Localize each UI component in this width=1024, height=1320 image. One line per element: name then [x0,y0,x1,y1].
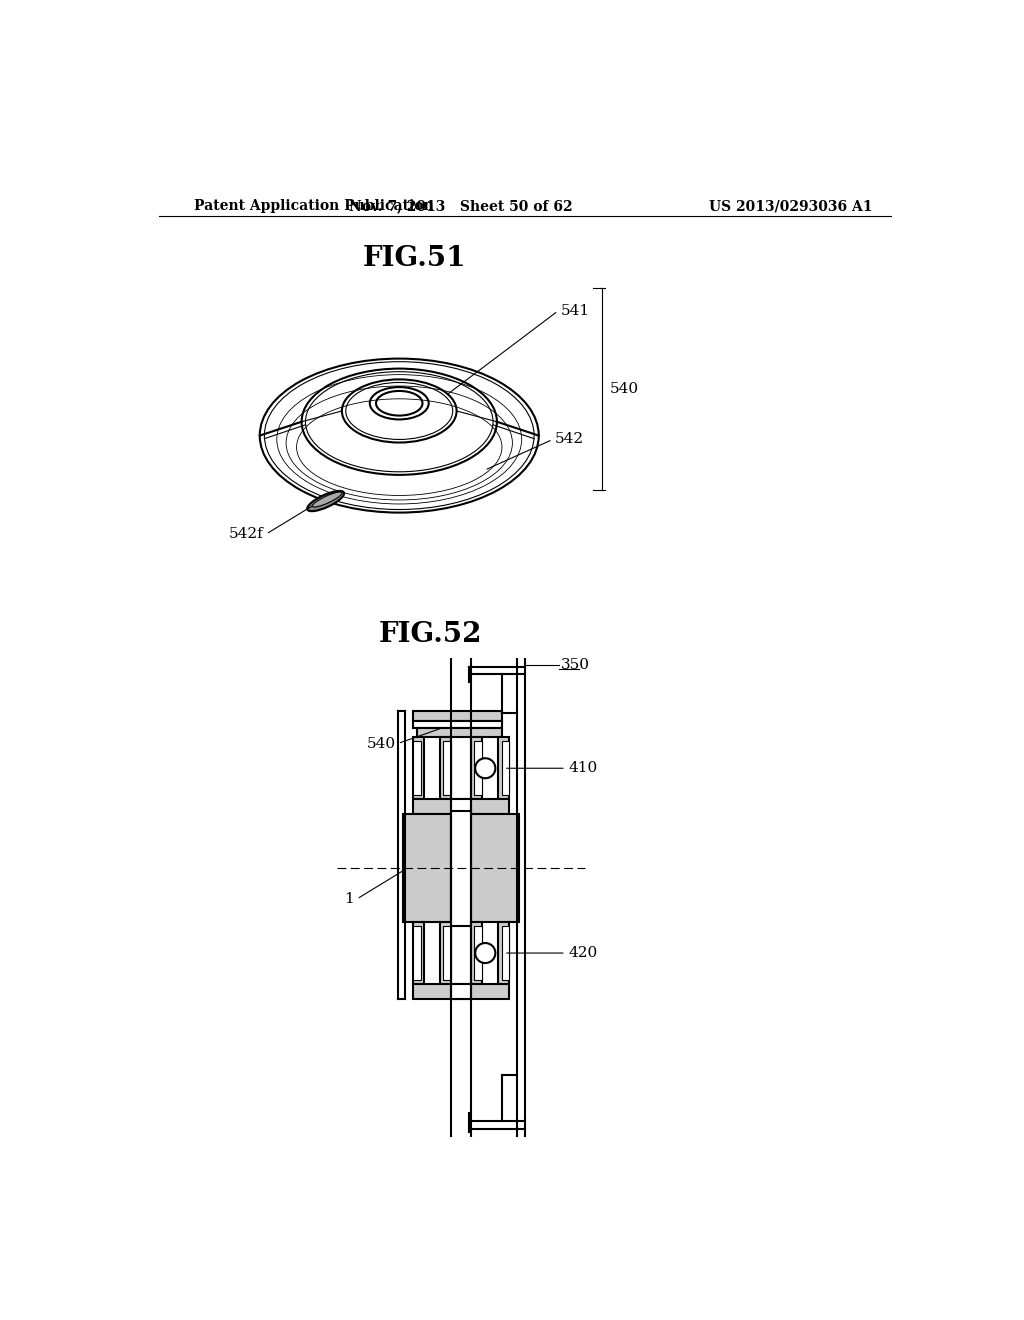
Bar [474,742,482,795]
Text: 540: 540 [610,381,639,396]
Bar [471,923,482,983]
Bar [414,927,421,979]
Bar [414,711,502,721]
Bar [440,738,452,799]
Text: FIG.51: FIG.51 [362,246,467,272]
Text: 542f: 542f [229,527,263,541]
Bar [499,923,509,983]
Bar [443,927,452,979]
Bar [502,927,509,979]
Bar [452,810,471,927]
Ellipse shape [475,758,496,779]
Ellipse shape [475,942,496,964]
Text: 1: 1 [344,892,354,906]
Text: 350: 350 [560,659,590,672]
Bar [403,814,452,923]
Bar [502,742,509,795]
Text: 541: 541 [560,304,590,318]
Bar [452,983,471,999]
Text: 410: 410 [568,762,597,775]
Bar [414,742,421,795]
Bar [474,927,482,979]
Bar [414,923,424,983]
Bar [417,729,502,738]
Text: FIG.52: FIG.52 [379,620,482,648]
Text: 420: 420 [568,946,597,960]
Bar [414,721,502,729]
Bar [499,738,509,799]
Ellipse shape [312,492,342,507]
Text: Patent Application Publication: Patent Application Publication [194,199,433,213]
Bar [471,738,482,799]
Bar [414,738,424,799]
Ellipse shape [307,491,344,511]
Bar [452,799,471,814]
Bar [414,799,509,814]
Text: US 2013/0293036 A1: US 2013/0293036 A1 [710,199,872,213]
Text: 540: 540 [367,737,395,751]
Ellipse shape [376,391,423,416]
Bar [440,923,452,983]
Bar [414,983,509,999]
Bar [443,742,452,795]
Text: Nov. 7, 2013   Sheet 50 of 62: Nov. 7, 2013 Sheet 50 of 62 [349,199,573,213]
Bar [471,814,519,923]
Text: 542: 542 [555,433,584,446]
